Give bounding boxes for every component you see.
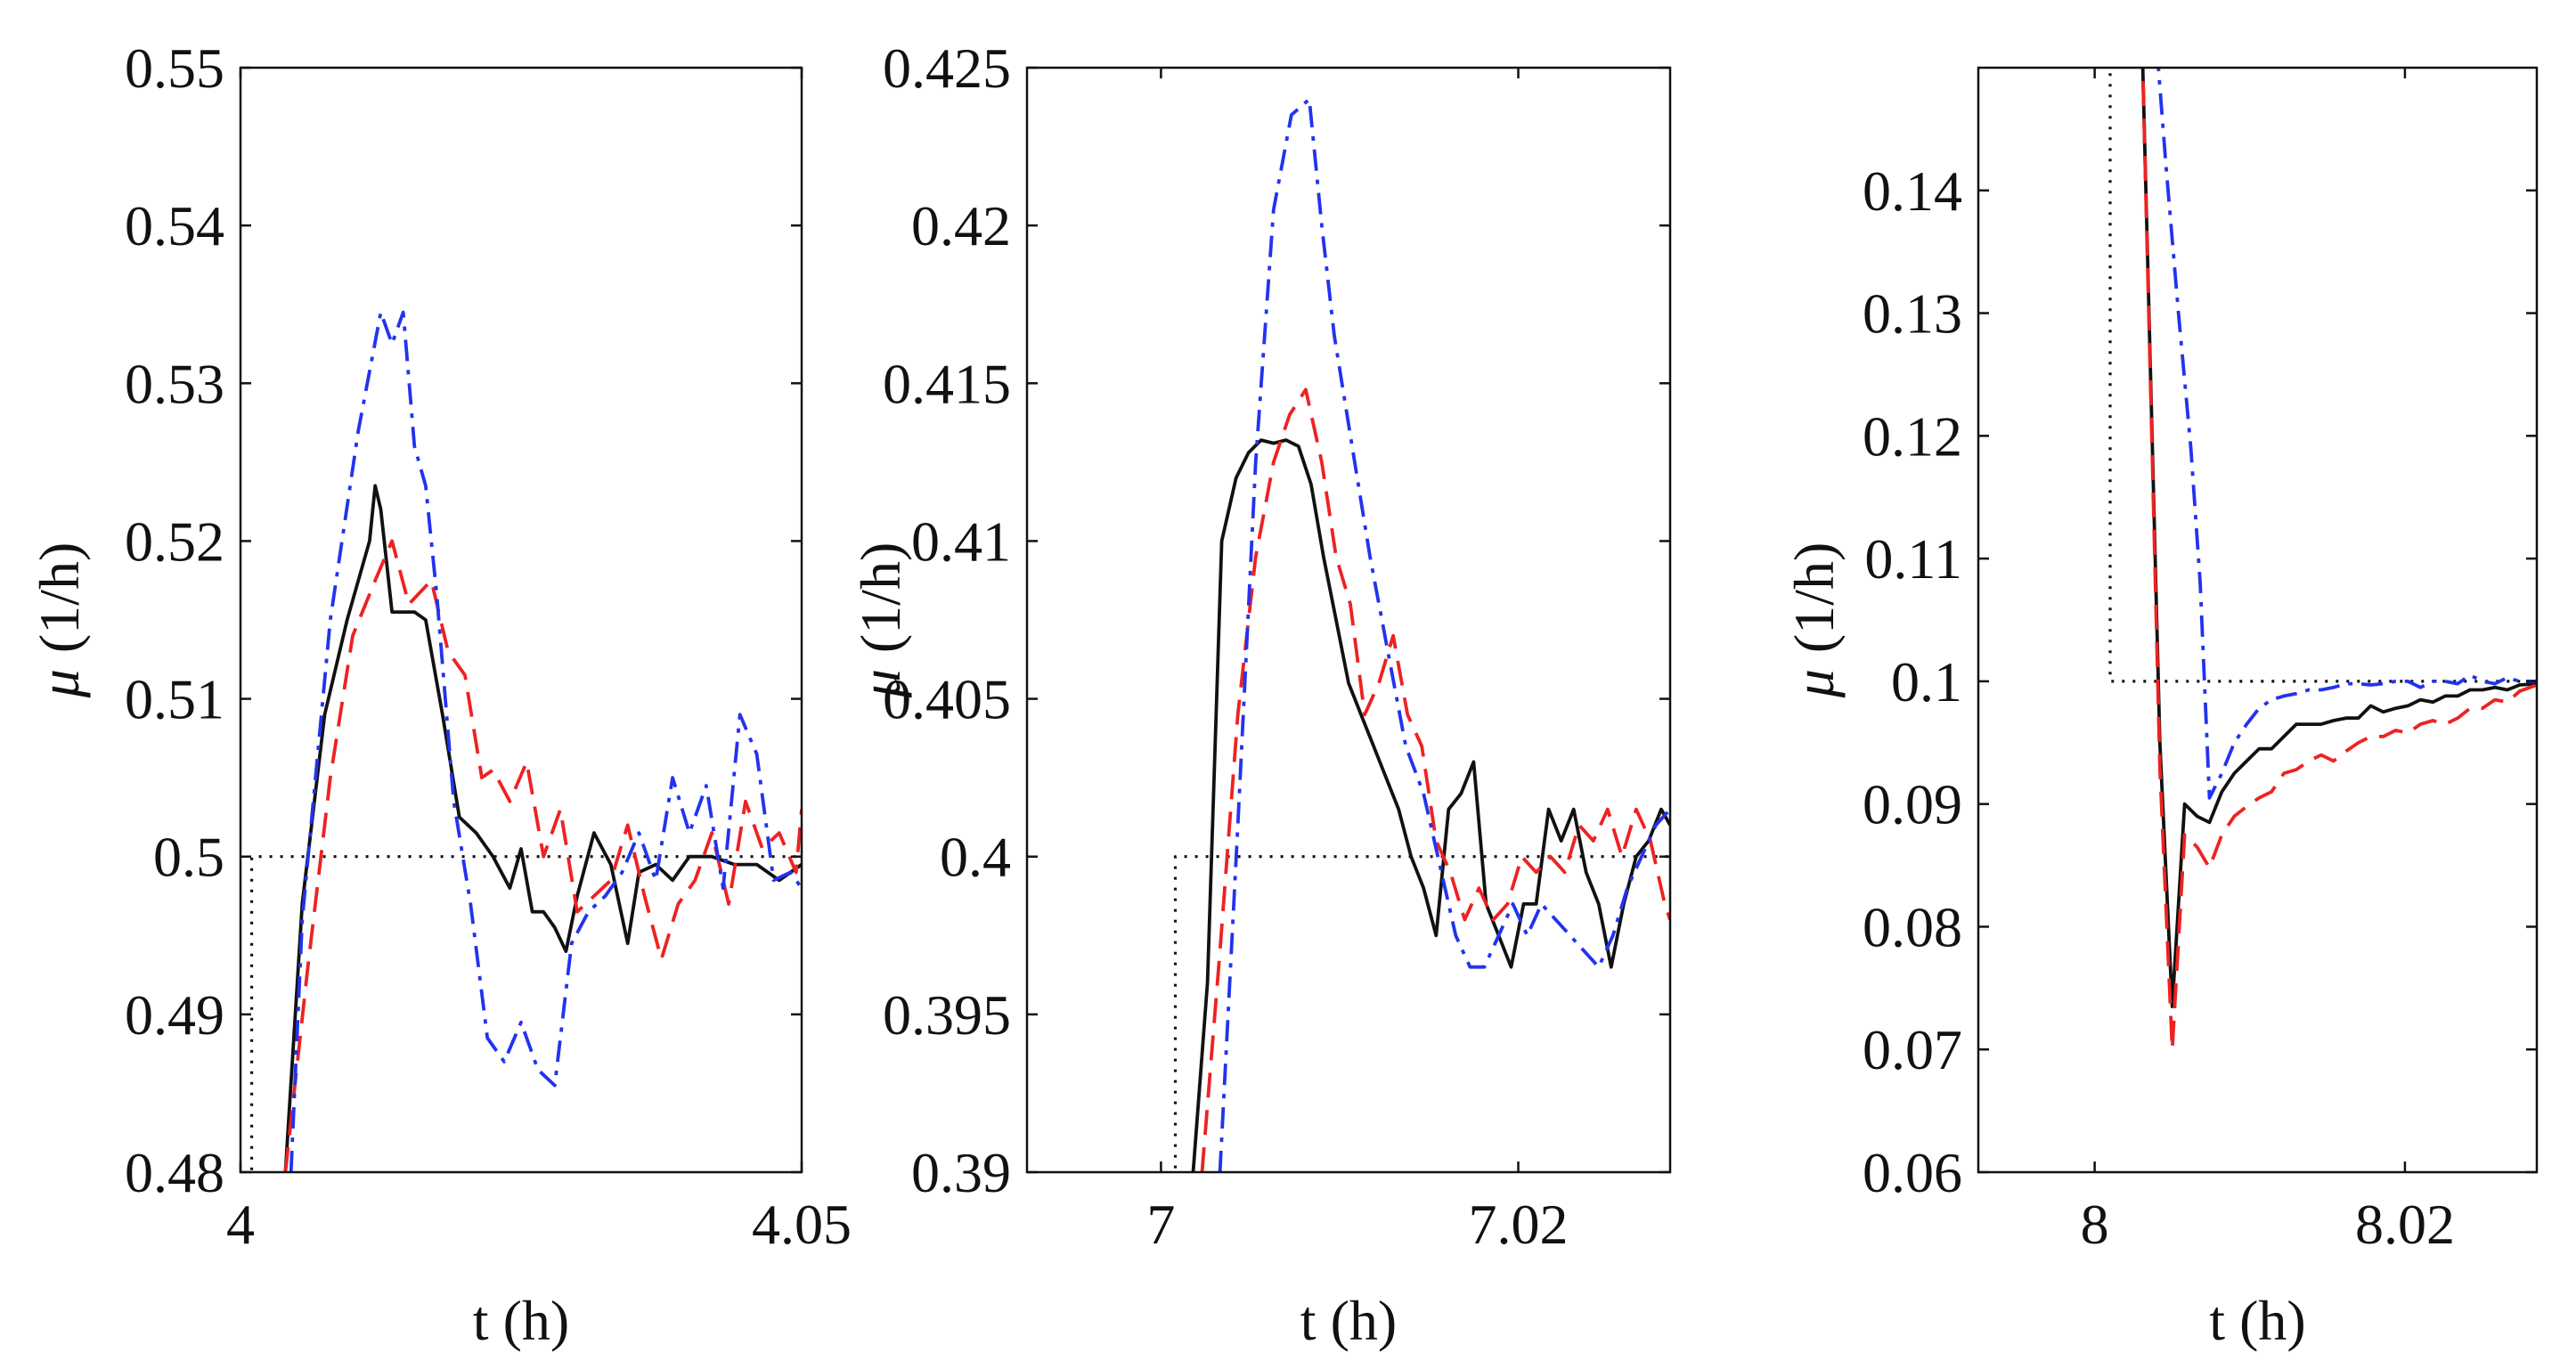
series-line-red	[283, 539, 802, 1172]
series-line-reference	[1173, 855, 1670, 1172]
y-tick-label: 0.07	[1863, 1018, 1962, 1081]
y-axis-label: μ (1/h)	[28, 542, 91, 699]
series-line-reference	[2108, 68, 2537, 683]
y-tick-label: 0.1	[1891, 650, 1962, 713]
subplot-t8: 0.06 0.07 0.08 0.09 0.1 0.11 0.12 0.13 0.14 8 8.02…	[1782, 66, 2539, 1352]
y-axis-label-unit: (1/h)	[28, 542, 91, 653]
y-tick-label: 0.415	[883, 352, 1011, 415]
y-tick-label: 0.48	[125, 1141, 224, 1204]
y-tick-label: 0.39	[911, 1141, 1011, 1204]
y-tick-label: 0.52	[125, 509, 224, 573]
y-tick-label: 0.54	[125, 194, 224, 257]
x-tick-label: 4.05	[752, 1193, 852, 1256]
y-tick-label: 0.405	[883, 668, 1011, 731]
series-line-black	[283, 484, 802, 1172]
y-tick-label: 0.06	[1863, 1141, 1962, 1204]
y-axis-label-unit: (1/h)	[849, 542, 912, 653]
axes-frame	[1025, 66, 1672, 1174]
series-line-blue	[289, 310, 802, 1172]
series-group	[2108, 68, 2537, 1052]
x-tick-label: 7	[1146, 1193, 1175, 1256]
subplot-t4: 0.48 0.49 0.5 0.51 0.52 0.53 0.54 0.55 4 4.05 t (h…	[28, 37, 852, 1352]
y-axis-label: μ (1/h)	[849, 542, 912, 699]
y-tick-label: 0.42	[911, 194, 1011, 257]
x-axis-label: t (h)	[2209, 1289, 2305, 1352]
subplot-t7: 0.39 0.395 0.4 0.405 0.41 0.415 0.42 0.425 7 7.02…	[849, 37, 1672, 1352]
x-axis-label: t (h)	[1300, 1289, 1397, 1352]
series-group	[1173, 97, 1670, 1172]
axes-frame	[239, 66, 803, 1174]
axes-frame	[1977, 66, 2539, 1174]
y-axis-label-symbol: μ	[28, 669, 91, 698]
y-axis-label-symbol: μ	[1782, 669, 1846, 698]
y-tick-label: 0.425	[883, 37, 1011, 100]
y-tick-label: 0.395	[883, 983, 1011, 1047]
y-tick-label: 0.08	[1863, 895, 1962, 958]
y-tick-label: 0.41	[911, 509, 1011, 573]
y-tick-label: 0.09	[1863, 773, 1962, 836]
series-line-blue	[2156, 68, 2537, 800]
y-tick-label: 0.11	[1864, 527, 1962, 591]
y-tick-label: 0.13	[1863, 282, 1962, 346]
y-tick-label: 0.4	[940, 826, 1011, 889]
series-line-red	[2140, 68, 2537, 1052]
x-tick-label: 7.02	[1469, 1193, 1569, 1256]
x-tick-label: 8	[2081, 1193, 2109, 1256]
series-line-reference	[250, 855, 802, 1172]
y-axis-label: μ (1/h)	[1782, 542, 1846, 699]
y-tick-label: 0.14	[1863, 159, 1962, 223]
y-tick-label: 0.12	[1863, 404, 1962, 468]
x-tick-label: 8.02	[2355, 1193, 2455, 1256]
series-line-blue	[1218, 97, 1670, 1172]
series-line-black	[1191, 438, 1670, 1172]
y-tick-label: 0.5	[153, 826, 224, 889]
y-axis-label-unit: (1/h)	[1782, 542, 1846, 653]
y-tick-label: 0.49	[125, 983, 224, 1047]
series-line-black	[2140, 68, 2537, 1008]
x-tick-label: 4	[226, 1193, 255, 1256]
series-group	[250, 310, 802, 1172]
y-tick-label: 0.53	[125, 352, 224, 415]
x-axis-label: t (h)	[473, 1289, 569, 1352]
series-line-red	[1200, 387, 1670, 1172]
y-tick-label: 0.55	[125, 37, 224, 100]
y-tick-label: 0.51	[125, 668, 224, 731]
y-axis-label-symbol: μ	[849, 669, 912, 698]
